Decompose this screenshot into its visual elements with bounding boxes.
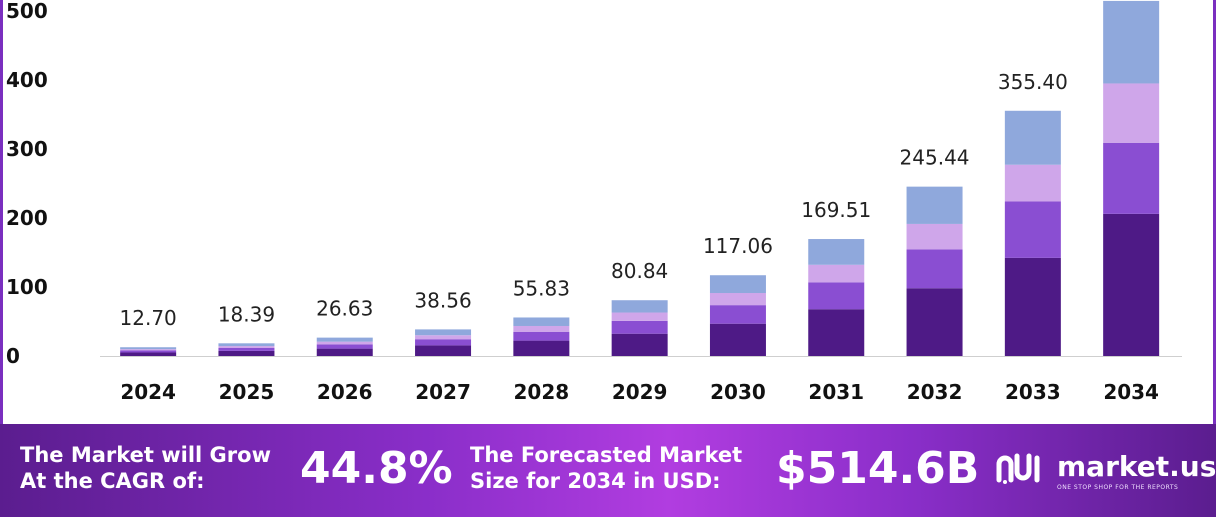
- bar-segment: [906, 249, 963, 289]
- y-tick-label: 200: [6, 206, 48, 230]
- data-label: 355.40: [998, 70, 1068, 94]
- bar-segment: [709, 293, 766, 306]
- y-tick-label: 300: [6, 137, 48, 161]
- bar-segment: [218, 347, 275, 351]
- bar-segment: [415, 345, 472, 356]
- chart: 0 100 200 300 400 500 2024 12.70 2025 18.39 2026 26…: [6, 0, 1182, 404]
- brand-tagline: ONE STOP SHOP FOR THE REPORTS: [1057, 484, 1179, 491]
- bar-segment: [120, 350, 177, 353]
- bar-segment: [1103, 213, 1160, 356]
- bar-segment: [218, 343, 275, 347]
- bar-segment: [808, 282, 865, 310]
- bar-segment: [1103, 142, 1160, 214]
- cagr-label-line2: At the CAGR of:: [20, 469, 205, 493]
- y-tick-label: 0: [6, 344, 20, 368]
- data-label: 38.56: [414, 288, 471, 312]
- x-tick-label: 2033: [1005, 380, 1061, 404]
- y-tick-label: 500: [6, 0, 48, 23]
- bar-segment: [316, 344, 373, 349]
- bar-segment: [120, 349, 177, 351]
- bar-segment: [906, 223, 963, 250]
- bar-segment: [218, 346, 275, 348]
- bar-segment: [120, 347, 177, 350]
- brand-name: market.us: [1057, 450, 1216, 483]
- bar-segment: [316, 348, 373, 356]
- bar-segment: [415, 329, 472, 336]
- data-label: 12.70: [120, 306, 177, 330]
- data-label: 80.84: [611, 259, 668, 283]
- bar-segment: [415, 339, 472, 346]
- bar-segment: [1103, 0, 1160, 84]
- data-label: 55.83: [513, 276, 570, 300]
- bar-segment: [120, 352, 177, 356]
- forecast-value: $514.6B: [776, 443, 980, 494]
- forecast-label-line2: Size for 2034 in USD:: [470, 469, 721, 493]
- forecast-label: The Forecasted Market Size for 2034 in U…: [470, 442, 770, 494]
- cagr-value: 44.8%: [300, 443, 453, 494]
- bar-segment: [513, 331, 570, 341]
- data-label: 245.44: [900, 146, 970, 170]
- y-tick-label: 400: [6, 68, 48, 92]
- bar-segment: [513, 340, 570, 356]
- bar-segment: [513, 317, 570, 326]
- bar-segment: [611, 312, 668, 321]
- data-label: 117.06: [703, 234, 773, 258]
- bar-segment: [1103, 83, 1160, 143]
- x-tick-label: 2030: [710, 380, 766, 404]
- bar-segment: [808, 239, 865, 265]
- bar-segment: [1004, 257, 1061, 356]
- bar-segment: [709, 305, 766, 324]
- bar-segment: [611, 333, 668, 356]
- bar-segment: [513, 325, 570, 332]
- x-tick-label: 2034: [1103, 380, 1159, 404]
- data-label: 26.63: [316, 297, 373, 321]
- brand-logo: market.us ONE STOP SHOP FOR THE REPORTS: [995, 446, 1216, 496]
- bar-segment: [218, 350, 275, 356]
- bar-segment: [709, 323, 766, 356]
- bar-segment: [709, 275, 766, 294]
- bar-segment: [611, 320, 668, 334]
- bar-segment: [316, 341, 373, 345]
- cagr-label: The Market will Grow At the CAGR of:: [20, 442, 300, 494]
- x-tick-label: 2028: [514, 380, 570, 404]
- bar-segment: [611, 300, 668, 313]
- bar-segment: [316, 337, 373, 342]
- x-tick-label: 2024: [120, 380, 176, 404]
- x-tick-label: 2029: [612, 380, 668, 404]
- bar-segment: [906, 186, 963, 224]
- x-tick-label: 2027: [415, 380, 471, 404]
- bar-segment: [1004, 110, 1061, 165]
- bar-segment: [808, 264, 865, 283]
- data-label: 169.51: [801, 198, 871, 222]
- cagr-label-line1: The Market will Grow: [20, 443, 271, 467]
- data-label: 18.39: [218, 302, 275, 326]
- x-tick-label: 2025: [219, 380, 275, 404]
- x-tick-label: 2032: [907, 380, 963, 404]
- bar-segment: [1004, 164, 1061, 202]
- bar-segment: [1004, 201, 1061, 258]
- bar-segment: [906, 288, 963, 356]
- bar-segment: [808, 309, 865, 356]
- x-tick-label: 2026: [317, 380, 373, 404]
- summary-banner: The Market will Grow At the CAGR of: 44.…: [0, 424, 1216, 517]
- x-tick-label: 2031: [808, 380, 864, 404]
- bar-segment: [415, 335, 472, 340]
- market-us-logo-icon: [996, 453, 1040, 484]
- y-tick-label: 100: [6, 275, 48, 299]
- forecast-label-line1: The Forecasted Market: [470, 443, 743, 467]
